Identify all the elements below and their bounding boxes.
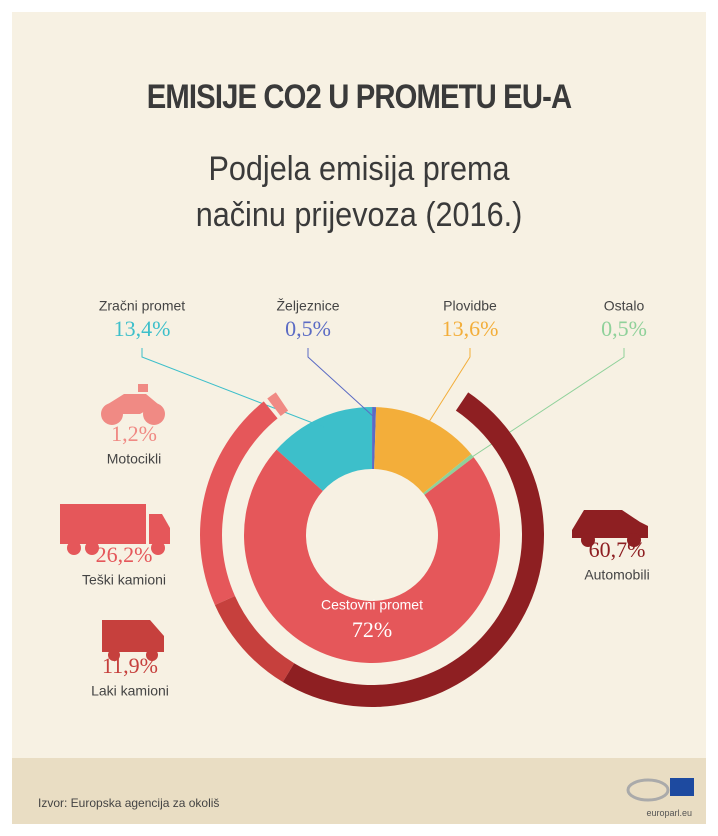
- subtitle: Podjela emisija prema načinu prijevoza (…: [195, 150, 523, 234]
- value-label: 11,9%: [102, 653, 158, 678]
- value-label: 13,6%: [442, 316, 499, 341]
- category-label: Željeznice: [276, 298, 339, 314]
- truck-icon: [60, 504, 170, 555]
- value-label: 0,5%: [601, 316, 647, 341]
- donut-segment: [276, 407, 373, 492]
- leader-line: [423, 348, 471, 430]
- category-label: Ostalo: [604, 298, 645, 314]
- donut-segment: [372, 407, 377, 470]
- value-label: 1,2%: [111, 421, 157, 446]
- motorcycle-icon: [101, 384, 165, 425]
- category-label: Plovidbe: [443, 298, 497, 314]
- infographic: EMISIJE CO2 U PROMETU EU-A Podjela emisi…: [12, 12, 706, 824]
- leader-line: [307, 348, 375, 418]
- chart: Zračni promet 13,4% Željeznice 0,5% Plovidbe…: [60, 298, 650, 707]
- category-label: Laki kamioni: [91, 683, 169, 699]
- van-icon: [102, 620, 164, 661]
- category-label: Teški kamioni: [82, 572, 166, 588]
- ring-segment: [199, 401, 278, 605]
- car-icon: [572, 510, 648, 547]
- donut-segment: [244, 449, 500, 664]
- title: EMISIJE CO2 U PROMETU EU-A: [146, 78, 572, 116]
- category-label: Cestovni promet: [321, 597, 423, 613]
- source: Izvor: Europska agencija za okoliš: [38, 796, 220, 810]
- category-label: Automobili: [584, 567, 649, 583]
- leader-line: [464, 348, 625, 463]
- value-label: 0,5%: [285, 316, 331, 341]
- value-label: 13,4%: [114, 316, 171, 341]
- category-label: Motocikli: [107, 451, 161, 467]
- site: europarl.eu: [646, 808, 692, 818]
- donut-segment: [423, 454, 474, 495]
- donut-segment: [374, 407, 472, 494]
- ring-segment: [282, 392, 545, 707]
- footer: Izvor: Europska agencija za okoliš europ…: [12, 758, 706, 824]
- leader-line: [141, 348, 325, 428]
- ring-segment: [214, 596, 295, 683]
- value-label: 72%: [352, 617, 392, 642]
- category-label: Zračni promet: [99, 298, 185, 314]
- value-label: 60,7%: [589, 537, 646, 562]
- eu-logo: [626, 778, 694, 802]
- value-label: 26,2%: [96, 542, 153, 567]
- ring-segment: [267, 392, 289, 417]
